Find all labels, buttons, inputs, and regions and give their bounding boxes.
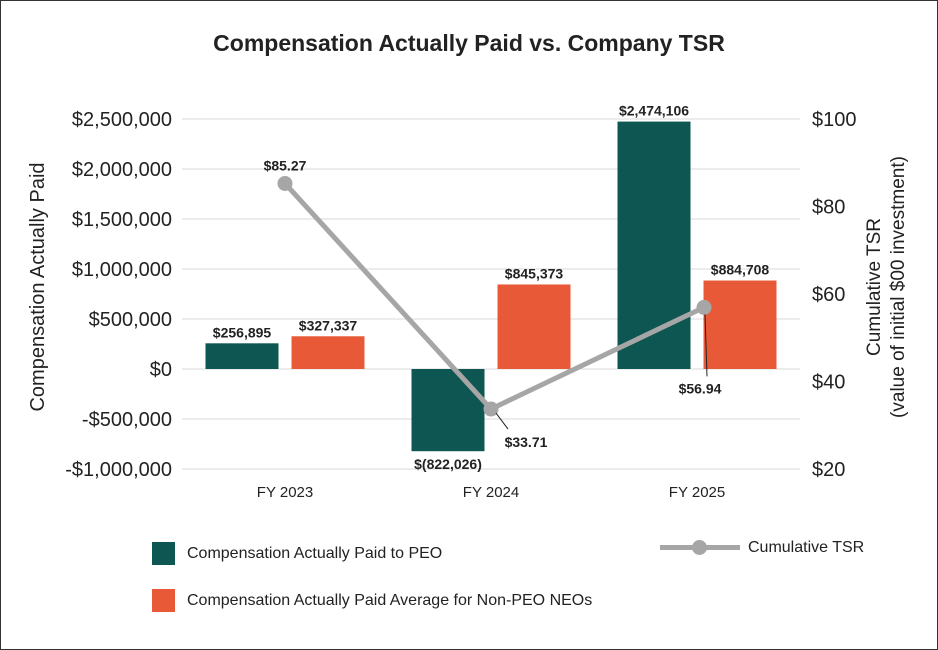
y-right-axis-title: (value of initial $00 investment) [888, 156, 909, 418]
legend-label-tsr: Cumulative TSR [748, 538, 865, 556]
y-tick-label: $2,500,000 [72, 109, 172, 131]
y-axis-title: Compensation Actually Paid [27, 162, 49, 411]
y-tick-label: $2,000,000 [72, 159, 172, 181]
x-tick-label: FY 2024 [463, 484, 519, 501]
bar [617, 121, 691, 369]
bar [497, 284, 571, 369]
bar-value-label: $256,895 [213, 324, 272, 340]
y-right-axis-title: Cumulative TSR [864, 218, 885, 356]
bar-value-label: $2,474,106 [619, 103, 689, 119]
legend-item-peo: Compensation Actually Paid to PEO [152, 542, 442, 565]
tsr-value-label: $56.94 [679, 380, 722, 396]
bar-value-label: $(822,026) [414, 456, 482, 472]
bar-value-label: $845,373 [505, 265, 564, 281]
bar [291, 336, 365, 369]
legend-swatch-neo [152, 589, 175, 612]
tsr-point [696, 299, 712, 315]
bar [703, 280, 777, 369]
y-right-tick-label: $40 [812, 372, 845, 394]
y-tick-label: $1,500,000 [72, 209, 172, 231]
y-right-tick-label: $100 [812, 109, 857, 131]
x-tick-label: FY 2025 [669, 484, 725, 501]
tsr-leader-line [704, 314, 708, 377]
legend-swatch-tsr [660, 536, 740, 559]
legend-label-neo: Compensation Actually Paid Average for N… [187, 591, 593, 609]
tsr-value-label: $85.27 [264, 157, 307, 173]
bar [205, 343, 279, 369]
y-tick-label: $1,000,000 [72, 259, 172, 281]
y-tick-label: $0 [150, 359, 172, 381]
legend-item-tsr: Cumulative TSR [660, 536, 864, 559]
legend-label-peo: Compensation Actually Paid to PEO [187, 544, 443, 562]
bar-value-label: $327,337 [299, 317, 358, 333]
tsr-point [277, 175, 293, 191]
bar [411, 369, 485, 452]
bar-value-label: $884,708 [711, 262, 770, 278]
chart-title: Compensation Actually Paid vs. Company T… [213, 30, 725, 56]
legend-item-neo: Compensation Actually Paid Average for N… [152, 589, 592, 612]
legend-swatch-peo [152, 542, 175, 565]
y-tick-label: $500,000 [89, 309, 172, 331]
y-right-tick-label: $80 [812, 197, 845, 219]
tsr-point [483, 401, 499, 417]
x-tick-label: FY 2023 [257, 484, 313, 501]
tsr-leader-line [495, 412, 509, 430]
y-tick-label: -$1,000,000 [65, 459, 172, 481]
tsr-value-label: $33.71 [505, 434, 548, 450]
y-right-tick-label: $60 [812, 284, 845, 306]
y-tick-label: -$500,000 [82, 409, 172, 431]
y-right-tick-label: $20 [812, 459, 845, 481]
